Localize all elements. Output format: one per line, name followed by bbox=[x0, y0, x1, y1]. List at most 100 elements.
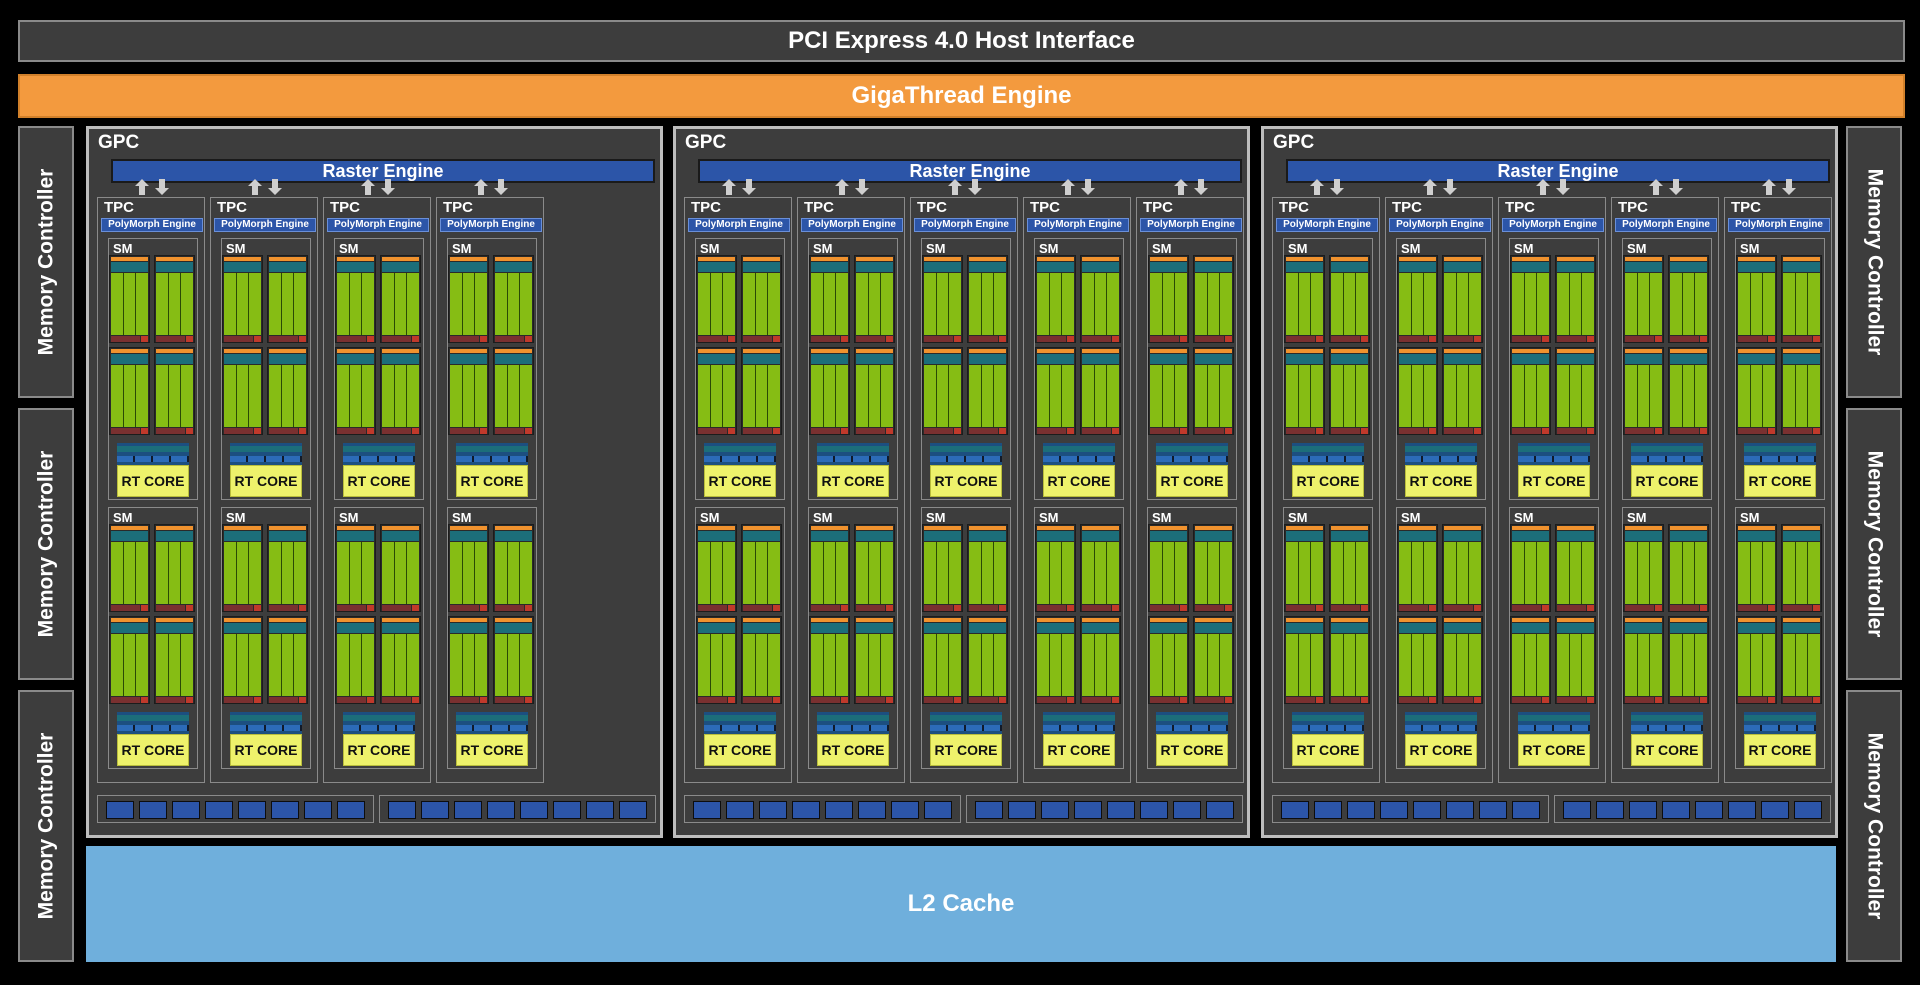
warp-scheduler-bar bbox=[698, 623, 735, 633]
memory-channel-cell bbox=[1140, 801, 1168, 819]
cuda-core-array bbox=[1738, 273, 1775, 335]
memory-channel-cell bbox=[388, 801, 416, 819]
sfu-unit bbox=[1474, 605, 1481, 611]
register-file-bar bbox=[1082, 697, 1111, 703]
sm-processing-block-2 bbox=[1781, 255, 1822, 343]
sm-label: SM bbox=[1039, 241, 1059, 256]
memory-channel-cell bbox=[1662, 801, 1690, 819]
rt-core: RT CORE bbox=[1043, 734, 1115, 766]
sm-processing-block-2 bbox=[380, 255, 421, 343]
memory-channel-cell bbox=[1728, 801, 1756, 819]
sfu-unit bbox=[1112, 428, 1119, 434]
warp-scheduler-bar bbox=[1399, 354, 1436, 364]
cuda-core-array bbox=[224, 365, 261, 427]
sfu-unit bbox=[1813, 605, 1820, 611]
register-file-bar bbox=[1670, 605, 1699, 611]
warp-scheduler-bar bbox=[1399, 531, 1436, 541]
register-file-bar bbox=[495, 605, 524, 611]
memory-controller-left-3: Memory Controller bbox=[18, 690, 74, 962]
sm-processing-block-3 bbox=[1736, 347, 1777, 435]
sm-processing-block-4 bbox=[1080, 347, 1121, 435]
memory-channel-cell bbox=[1761, 801, 1789, 819]
register-file-bar bbox=[1286, 336, 1315, 342]
cuda-core-array bbox=[1399, 634, 1436, 696]
instruction-cache-bar bbox=[1150, 618, 1187, 622]
sfu-unit bbox=[1067, 336, 1074, 342]
register-file-bar bbox=[1150, 697, 1179, 703]
rt-core-label: RT CORE bbox=[708, 473, 772, 489]
instruction-cache-bar bbox=[382, 349, 419, 353]
sfu-unit bbox=[999, 336, 1006, 342]
cuda-core-array bbox=[1331, 634, 1368, 696]
instruction-cache-bar bbox=[1783, 257, 1820, 261]
tpc-4: TPC PolyMorph Engine SM RT CORE SM RT CORE bbox=[1023, 179, 1131, 783]
instruction-cache-bar bbox=[224, 526, 261, 530]
register-file-bar bbox=[1512, 428, 1541, 434]
memory-channel-cell bbox=[1479, 801, 1507, 819]
polymorph-engine: PolyMorph Engine bbox=[1140, 218, 1242, 232]
register-file-bar bbox=[1331, 428, 1360, 434]
instruction-cache-bar bbox=[1444, 526, 1481, 530]
memory-channel-cell bbox=[693, 801, 721, 819]
instruction-cache-bar bbox=[450, 526, 487, 530]
sfu-unit bbox=[525, 697, 532, 703]
instruction-cache-bar bbox=[1512, 618, 1549, 622]
memory-channel-cell bbox=[337, 801, 365, 819]
register-file-bar bbox=[156, 697, 185, 703]
warp-scheduler-bar bbox=[1399, 623, 1436, 633]
cuda-core-array bbox=[1082, 542, 1119, 604]
sfu-unit bbox=[841, 336, 848, 342]
sm-1: SM RT CORE bbox=[1622, 238, 1712, 500]
instruction-cache-bar bbox=[1557, 618, 1594, 622]
polymorph-engine: PolyMorph Engine bbox=[688, 218, 790, 232]
rt-core: RT CORE bbox=[817, 734, 889, 766]
warp-scheduler-bar bbox=[1557, 623, 1594, 633]
rt-core-label: RT CORE bbox=[121, 742, 185, 758]
sm-processing-block-4 bbox=[967, 616, 1008, 704]
register-file-bar bbox=[1625, 697, 1654, 703]
sm-processing-block-2 bbox=[493, 255, 534, 343]
instruction-cache-bar bbox=[856, 257, 893, 261]
warp-scheduler-bar bbox=[1738, 623, 1775, 633]
instruction-cache-bar bbox=[1738, 257, 1775, 261]
sm-label: SM bbox=[226, 510, 246, 525]
sm-processing-block-3 bbox=[1148, 616, 1189, 704]
sm-processing-block-3 bbox=[809, 347, 850, 435]
sfu-unit bbox=[1474, 336, 1481, 342]
texture-unit-bar bbox=[1292, 712, 1364, 734]
sm-processing-block-3 bbox=[109, 616, 150, 704]
register-file-bar bbox=[743, 605, 772, 611]
sfu-unit bbox=[954, 428, 961, 434]
cuda-core-array bbox=[1444, 273, 1481, 335]
instruction-cache-bar bbox=[1557, 526, 1594, 530]
polymorph-engine: PolyMorph Engine bbox=[1276, 218, 1378, 232]
memory-channel-cell bbox=[1596, 801, 1624, 819]
instruction-cache-bar bbox=[1037, 526, 1074, 530]
sm-processing-block-4 bbox=[493, 616, 534, 704]
tpc-label: TPC bbox=[804, 199, 834, 216]
memory-channel-cell bbox=[1446, 801, 1474, 819]
sm-processing-block-1 bbox=[1623, 255, 1664, 343]
sm-processing-block-2 bbox=[1442, 524, 1483, 612]
polymorph-engine: PolyMorph Engine bbox=[214, 218, 316, 232]
sfu-unit bbox=[1655, 428, 1662, 434]
sm-label: SM bbox=[113, 241, 133, 256]
tpc-label: TPC bbox=[1505, 199, 1535, 216]
instruction-cache-bar bbox=[337, 618, 374, 622]
cuda-core-array bbox=[1195, 634, 1232, 696]
warp-scheduler-bar bbox=[1670, 354, 1707, 364]
sm-processing-block-1 bbox=[1510, 255, 1551, 343]
sm-label: SM bbox=[1039, 510, 1059, 525]
sm-label: SM bbox=[926, 510, 946, 525]
memory-channel-cell bbox=[421, 801, 449, 819]
sm-processing-block-4 bbox=[493, 347, 534, 435]
tpc-label: TPC bbox=[1618, 199, 1648, 216]
sm-processing-block-3 bbox=[696, 347, 737, 435]
register-file-bar bbox=[1286, 428, 1315, 434]
warp-scheduler-bar bbox=[382, 262, 419, 272]
cuda-core-array bbox=[1037, 634, 1074, 696]
sfu-unit bbox=[186, 605, 193, 611]
sfu-unit bbox=[1067, 697, 1074, 703]
sm-processing-block-3 bbox=[1035, 616, 1076, 704]
cuda-core-array bbox=[698, 365, 735, 427]
